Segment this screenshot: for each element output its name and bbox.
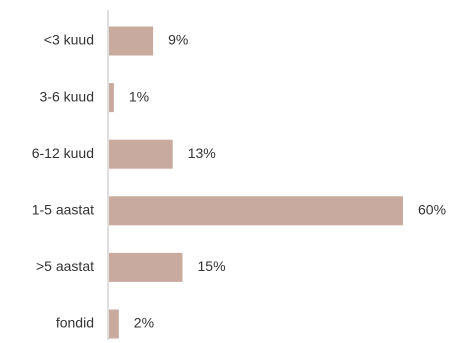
bar (109, 196, 403, 226)
category-label: fondid (56, 315, 94, 331)
value-label: 15% (198, 258, 226, 274)
bar (109, 309, 119, 339)
bar (109, 83, 114, 113)
value-label: 60% (418, 202, 446, 218)
value-label: 13% (188, 145, 216, 161)
category-label: <3 kuud (44, 32, 94, 48)
value-label: 1% (129, 88, 149, 104)
category-label: 1-5 aastat (32, 202, 94, 218)
bar (109, 252, 183, 282)
category-label: >5 aastat (36, 258, 94, 274)
category-label: 6-12 kuud (32, 145, 94, 161)
value-label: 2% (134, 315, 154, 331)
bar (109, 26, 154, 56)
category-label: 3-6 kuud (40, 88, 94, 104)
bar (109, 139, 173, 169)
chart-marks: <3 kuud 9% 3-6 kuud 1% 6-12 kuud 13% 1-5 aasta… (32, 26, 446, 339)
value-label: 9% (168, 32, 188, 48)
